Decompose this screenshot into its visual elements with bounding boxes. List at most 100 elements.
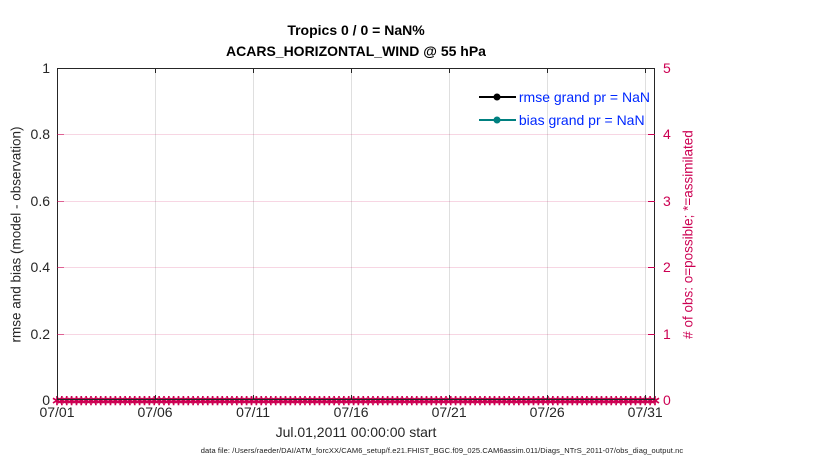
x-tick-mark-bottom <box>155 395 157 400</box>
assimilated-obs-marker: ∗ <box>547 392 559 408</box>
y-tick-mark-right <box>648 134 655 136</box>
assimilated-obs-marker: ∗ <box>581 392 593 408</box>
assimilated-obs-marker: ∗ <box>483 392 496 408</box>
assimilated-obs-marker: ∗ <box>435 392 447 408</box>
assimilated-obs-marker: ∗ <box>376 392 389 408</box>
horizontal-gridline <box>57 333 655 335</box>
x-tick-label: 07/16 <box>333 404 369 420</box>
x-tick-mark-bottom <box>351 395 353 400</box>
assimilated-obs-marker: ∗ <box>449 392 462 408</box>
assimilated-obs-marker: ∗ <box>240 392 253 408</box>
assimilated-obs-marker: ∗ <box>600 392 613 408</box>
assimilated-obs-marker: ∗ <box>629 392 642 408</box>
left-axis-line <box>57 68 58 400</box>
y-tick-mark-left <box>57 134 64 136</box>
assimilated-obs-marker: ∗ <box>420 392 433 408</box>
assimilated-obs-marker: ∗ <box>231 392 243 408</box>
assimilated-obs-marker: ∗ <box>187 392 199 408</box>
assimilated-obs-marker: ∗ <box>381 392 394 408</box>
assimilated-obs-marker: ∗ <box>459 392 472 408</box>
assimilated-obs-marker: ∗ <box>590 392 603 408</box>
assimilated-obs-marker: ∗ <box>357 392 370 408</box>
assimilated-obs-marker: ∗ <box>284 392 297 408</box>
assimilated-obs-marker: ∗ <box>488 392 501 408</box>
assimilated-obs-marker: ∗ <box>90 392 102 408</box>
assimilated-obs-marker: ∗ <box>303 392 316 408</box>
assimilated-obs-marker: ∗ <box>279 392 292 408</box>
x-tick-mark-top <box>645 68 647 73</box>
bottom-axis-line <box>57 399 655 400</box>
assimilated-obs-marker: ∗ <box>585 392 598 408</box>
assimilated-obs-marker: ∗ <box>391 392 404 408</box>
assimilated-obs-marker: ∗ <box>206 392 219 408</box>
assimilated-obs-marker: ∗ <box>537 392 550 408</box>
assimilated-obs-marker: ∗ <box>313 392 326 408</box>
x-tick-mark-bottom <box>547 395 549 400</box>
assimilated-obs-marker: ∗ <box>367 392 379 408</box>
assimilated-obs-marker: ∗ <box>109 392 122 408</box>
y-tick-mark-left <box>57 267 64 269</box>
vertical-gridline <box>645 68 647 400</box>
assimilated-obs-marker: ∗ <box>619 392 632 408</box>
assimilated-obs-marker: ∗ <box>576 392 588 408</box>
vertical-gridline <box>547 68 549 400</box>
plot-area: rmse grand pr = NaN bias grand pr = NaN … <box>51 68 661 407</box>
x-tick-mark-bottom <box>253 395 255 400</box>
assimilated-obs-marker: ∗ <box>51 392 63 408</box>
assimilated-obs-marker: ∗ <box>265 392 277 408</box>
assimilated-obs-marker: ∗ <box>177 392 190 408</box>
assimilated-obs-marker: ∗ <box>133 392 146 408</box>
assimilated-obs-marker: ∗ <box>70 392 83 408</box>
assimilated-obs-marker: ∗ <box>551 392 564 408</box>
chart-title-line2: ACARS_HORIZONTAL_WIND @ 55 hPa <box>226 43 486 59</box>
x-tick-label: 07/21 <box>431 404 467 420</box>
left-y-tick-label: 0.2 <box>30 325 50 342</box>
assimilated-obs-marker: ∗ <box>469 392 481 408</box>
top-axis-line <box>57 68 655 69</box>
x-tick-mark-top <box>547 68 549 73</box>
assimilated-obs-marker: ∗ <box>624 392 637 408</box>
assimilated-obs-marker: ∗ <box>201 392 214 408</box>
right-y-tick-label: 3 <box>663 192 671 209</box>
y-tick-mark-right <box>648 267 655 269</box>
assimilated-obs-marker: ∗ <box>396 392 409 408</box>
assimilated-obs-marker: ∗ <box>430 392 443 408</box>
assimilated-obs-marker: ∗ <box>119 392 131 408</box>
assimilated-obs-marker: ∗ <box>182 392 195 408</box>
y-tick-mark-right <box>648 200 655 202</box>
assimilated-obs-marker: ∗ <box>337 392 350 408</box>
x-tick-mark-top <box>253 68 255 73</box>
right-axis-line <box>653 68 655 400</box>
assimilated-obs-marker: ∗ <box>386 392 399 408</box>
x-tick-mark-top <box>351 68 353 73</box>
left-y-tick-label: 0.6 <box>30 192 50 209</box>
assimilated-obs-marker: ∗ <box>143 392 156 408</box>
left-y-tick-label: 0.8 <box>30 126 50 143</box>
assimilated-obs-marker: ∗ <box>454 392 467 408</box>
assimilated-obs-marker: ∗ <box>60 392 73 408</box>
assimilated-obs-marker: ∗ <box>250 392 263 408</box>
assimilated-obs-marker: ∗ <box>503 392 516 408</box>
assimilated-obs-marker: ∗ <box>148 392 161 408</box>
horizontal-gridline <box>57 267 655 269</box>
assimilated-obs-marker: ∗ <box>415 392 428 408</box>
assimilated-obs-marker: ∗ <box>235 392 248 408</box>
x-tick-mark-bottom <box>645 395 647 400</box>
bias-line-swatch <box>478 116 516 124</box>
left-y-tick-label: 0 <box>42 392 50 408</box>
assimilated-obs-marker: ∗ <box>274 392 287 408</box>
assimilated-obs-marker: ∗ <box>269 392 282 408</box>
assimilated-obs-marker: ∗ <box>478 392 491 408</box>
vertical-gridline <box>155 68 157 400</box>
assimilated-obs-marker: ∗ <box>464 392 477 408</box>
assimilated-obs-marker: ∗ <box>94 392 107 408</box>
x-tick-label: 07/06 <box>137 404 173 420</box>
assimilated-obs-marker: ∗ <box>80 392 93 408</box>
rmse-marker-dot <box>493 93 501 101</box>
assimilated-obs-marker: ∗ <box>493 392 506 408</box>
assimilated-obs-marker: ∗ <box>260 392 272 408</box>
horizontal-gridline <box>57 200 655 202</box>
assimilated-obs-marker: ∗ <box>644 392 656 408</box>
assimilated-obs-marker: ∗ <box>440 392 452 408</box>
assimilated-obs-marker: ∗ <box>216 392 229 408</box>
